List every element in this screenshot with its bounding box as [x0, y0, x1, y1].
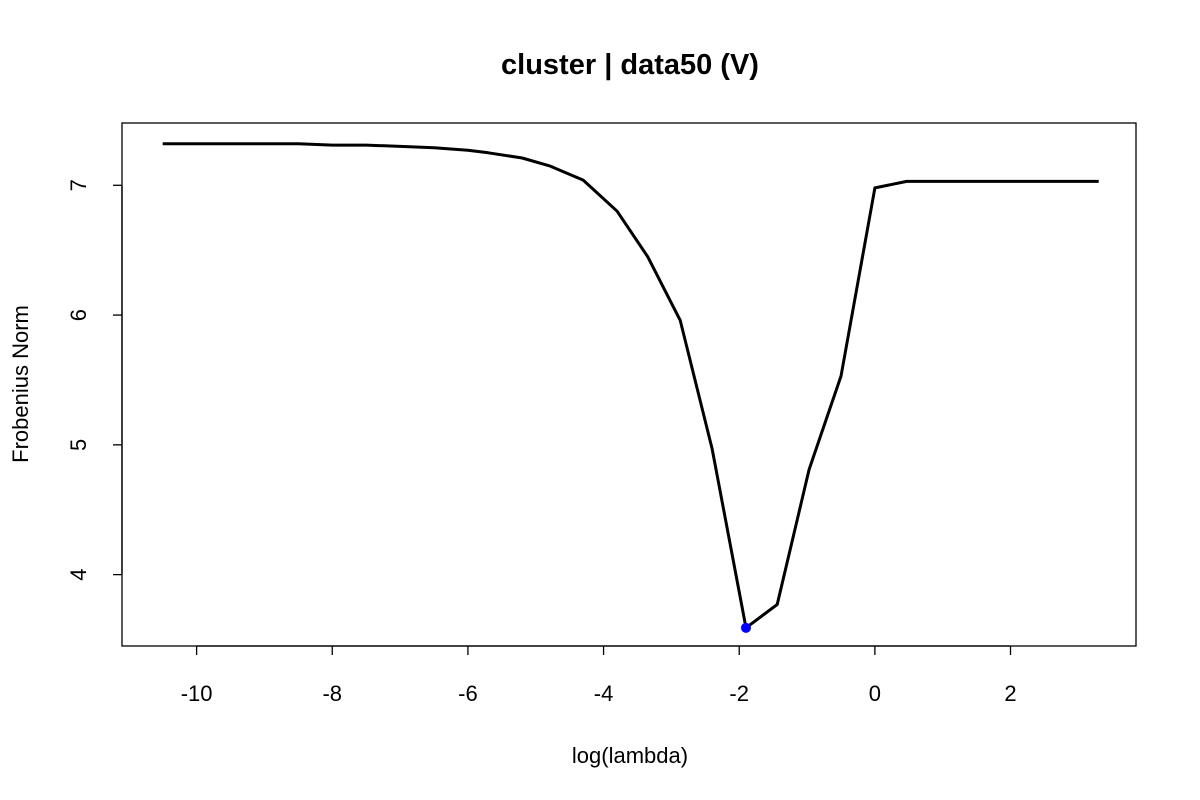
plot-frame: [121, 122, 1137, 647]
x-tick-label: 0: [869, 681, 881, 706]
minimum-point: [741, 622, 751, 633]
x-tick-label: -4: [594, 681, 614, 706]
x-axis: -10 -8 -6 -4 -2 0 2: [181, 645, 1017, 706]
x-tick-label: -8: [322, 681, 342, 706]
chart-title: cluster | data50 (V): [501, 49, 759, 81]
y-tick-label: 7: [66, 179, 91, 191]
y-tick-label: 4: [66, 568, 91, 580]
x-axis-label: log(lambda): [572, 743, 688, 768]
x-tick-label: -10: [181, 681, 213, 706]
y-axis: 4 5 6 7: [66, 179, 123, 581]
x-tick-label: 2: [1004, 681, 1016, 706]
x-tick-label: -2: [729, 681, 749, 706]
plot-area: [162, 142, 1099, 633]
y-tick-label: 6: [66, 309, 91, 321]
y-axis-label: Frobenius Norm: [8, 305, 33, 463]
series-line: [162, 142, 1099, 630]
y-tick-label: 5: [66, 439, 91, 451]
x-tick-label: -6: [458, 681, 478, 706]
